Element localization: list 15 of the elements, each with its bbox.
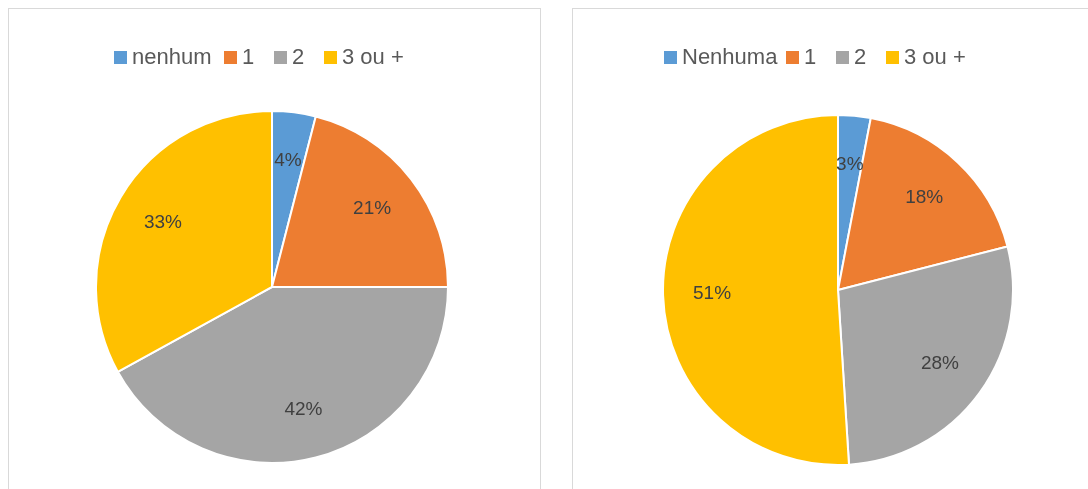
data-label: 28% — [920, 352, 960, 374]
legend-label: Nenhuma — [682, 43, 779, 69]
legend-label: 1 — [242, 43, 255, 69]
legend-label: nenhum — [132, 43, 212, 69]
legend-label: 1 — [804, 43, 817, 69]
data-label: 33% — [143, 210, 183, 232]
legend-label: 2 — [854, 43, 867, 69]
data-label: 21% — [353, 197, 392, 219]
legend-label: 3 ou + — [342, 43, 404, 69]
legend-label: 3 ou + — [904, 43, 966, 69]
data-label: 51% — [693, 281, 732, 303]
data-label: 4% — [274, 149, 302, 171]
data-label: 42% — [284, 397, 323, 419]
data-label: 18% — [905, 186, 944, 208]
legend-label: 2 — [292, 43, 305, 69]
